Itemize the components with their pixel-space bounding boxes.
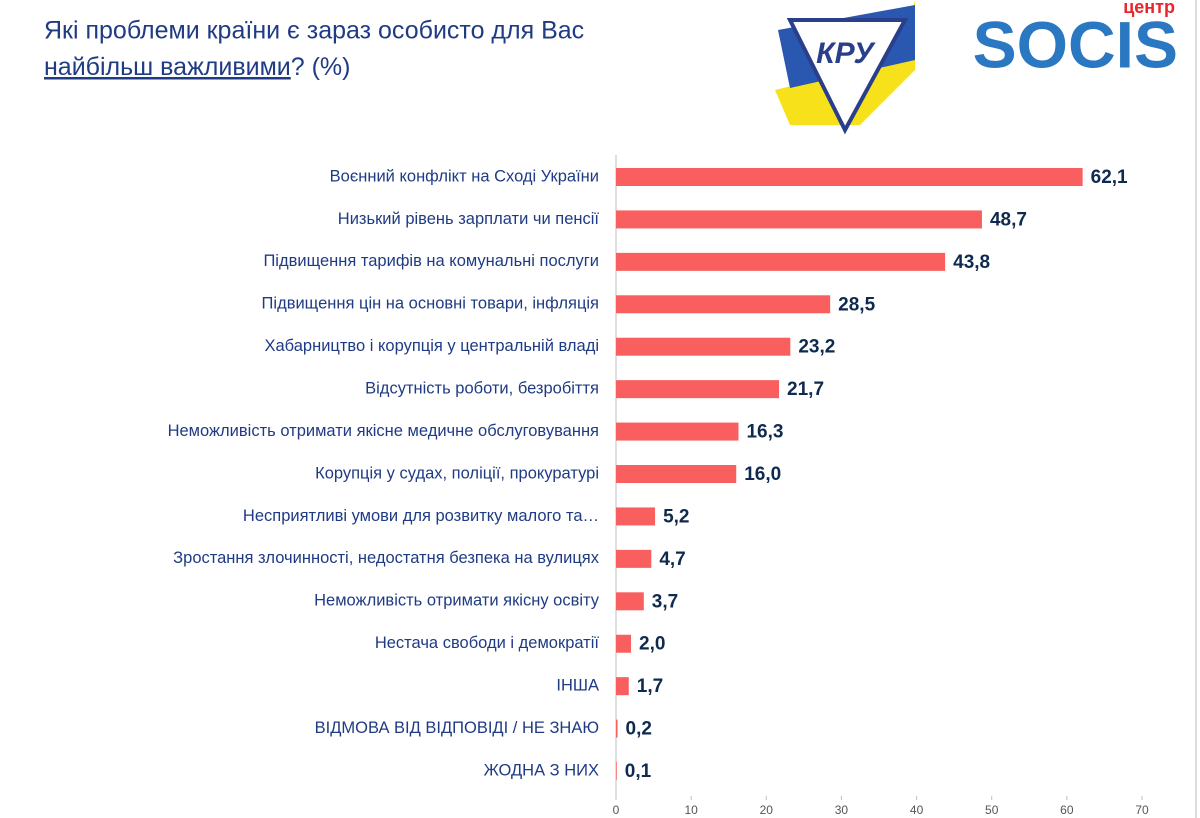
bar <box>616 295 831 314</box>
bar <box>616 252 946 271</box>
value-label: 43,8 <box>953 252 990 273</box>
bar <box>616 592 644 611</box>
bar <box>616 465 737 484</box>
value-label: 2,0 <box>639 634 665 655</box>
category-label: Низький рівень зарплати чи пенсії <box>338 210 600 228</box>
chart-title: Які проблеми країни є зараз особисто для… <box>44 17 584 45</box>
category-label: Корупція у судах, поліції, прокуратурі <box>315 464 599 482</box>
value-label: 16,3 <box>746 422 783 443</box>
category-label: Зростання злочинності, недостатня безпек… <box>173 549 600 567</box>
value-label: 3,7 <box>652 591 678 612</box>
x-tick-label: 30 <box>835 803 849 817</box>
logo-badge: КРУ <box>816 37 876 70</box>
bar <box>616 380 780 399</box>
bar <box>616 422 739 441</box>
category-label: Нестача свободи і демократії <box>375 634 600 652</box>
bar <box>616 168 1083 186</box>
category-label: Неможливість отримати якісну освіту <box>314 592 600 610</box>
x-tick-label: 70 <box>1135 803 1149 817</box>
value-label: 1,7 <box>637 676 663 697</box>
logo-shield <box>786 18 909 135</box>
value-label: 21,7 <box>787 379 824 400</box>
bar <box>616 507 656 526</box>
category-label: Хабарництво і корупція у центральній вла… <box>264 337 599 355</box>
value-label: 62,1 <box>1091 167 1128 188</box>
logo-flag-yellow <box>775 0 915 125</box>
value-label: 28,5 <box>838 294 875 315</box>
category-label: Відсутність роботи, безробіття <box>365 380 599 398</box>
x-tick-label: 50 <box>985 803 999 817</box>
chart-title-line2: найбільш важливими? (%) <box>44 53 350 81</box>
logo: КРУ центр SOCIS <box>775 0 1178 135</box>
bar <box>616 210 982 229</box>
value-label: 4,7 <box>659 549 685 570</box>
bar <box>616 634 632 653</box>
logo-center: центр <box>1123 0 1175 17</box>
title-suffix: ? (%) <box>291 53 351 81</box>
category-label: ВІДМОВА ВІД ВІДПОВІДІ / НЕ ЗНАЮ <box>315 719 599 737</box>
x-tick-label: 10 <box>684 803 698 817</box>
x-tick-label: 60 <box>1060 803 1074 817</box>
x-tick-label: 40 <box>910 803 924 817</box>
category-label: ЖОДНА З НИХ <box>484 761 599 779</box>
title-emphasis: найбільш важливими <box>44 53 291 81</box>
bar <box>616 337 791 356</box>
value-label: 0,2 <box>626 719 652 740</box>
value-label: 23,2 <box>798 337 835 358</box>
category-label: Неможливість отримати якісне медичне обс… <box>168 422 599 440</box>
category-label: Несприятливі умови для розвитку малого т… <box>243 507 599 525</box>
logo-name: SOCIS <box>973 7 1178 81</box>
bar <box>616 677 629 696</box>
bar <box>616 549 652 568</box>
value-label: 48,7 <box>990 209 1027 230</box>
value-label: 0,1 <box>625 761 652 782</box>
category-label: ІНША <box>556 677 599 695</box>
value-label: 16,0 <box>744 464 781 485</box>
x-tick-label: 0 <box>613 803 620 817</box>
value-label: 5,2 <box>663 506 689 527</box>
bar <box>616 719 618 738</box>
category-label: Підвищення цін на основні товари, інфляц… <box>262 295 599 313</box>
category-label: Воєнний конфлікт на Сході України <box>330 167 599 185</box>
x-tick-label: 20 <box>760 803 774 817</box>
category-label: Підвищення тарифів на комунальні послуги <box>263 252 599 270</box>
bar <box>616 762 617 781</box>
